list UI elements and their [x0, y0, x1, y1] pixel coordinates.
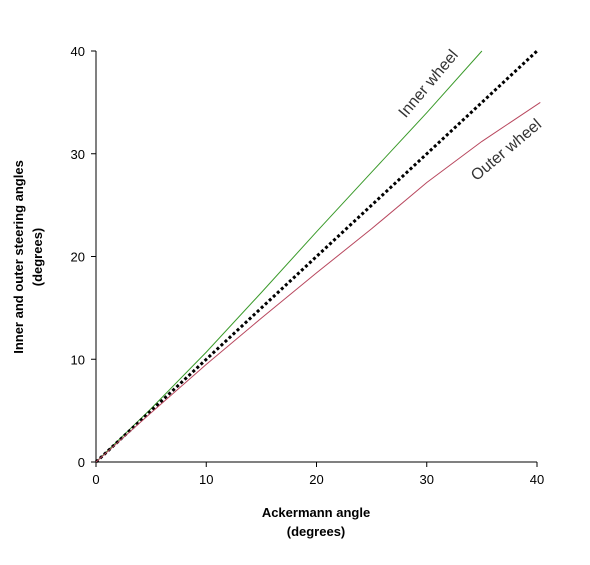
- x-axis-title: Ackermann angle: [262, 505, 370, 520]
- series-line-ackermann-reference: [94, 49, 539, 464]
- series-line-inner-wheel: [95, 50, 483, 463]
- y-tick-label: 20: [71, 250, 85, 265]
- y-tick-label: 0: [78, 455, 85, 470]
- x-tick-label: 10: [199, 472, 213, 487]
- x-tick-label: 30: [420, 472, 434, 487]
- y-axis-title-group: Inner and outer steering angles: [11, 160, 26, 354]
- y-axis-title-unit-group: (degrees): [30, 228, 45, 287]
- x-tick-label: 0: [92, 472, 99, 487]
- annotation-outer-wheel: Outer wheel: [468, 116, 545, 184]
- y-tick-label: 40: [71, 44, 85, 59]
- x-axis-title-unit: (degrees): [287, 524, 346, 539]
- series-line-outer-wheel: [95, 101, 541, 463]
- x-tick-label: 20: [309, 472, 323, 487]
- ticks: 0 10 20 30 40 0 10 20 30 40: [71, 44, 545, 487]
- y-tick-label: 30: [71, 147, 85, 162]
- y-axis-title-unit: (degrees): [30, 228, 45, 287]
- x-tick-label: 40: [530, 472, 544, 487]
- series-group: [94, 49, 541, 464]
- y-tick-label: 10: [71, 352, 85, 367]
- y-axis-title: Inner and outer steering angles: [11, 160, 26, 354]
